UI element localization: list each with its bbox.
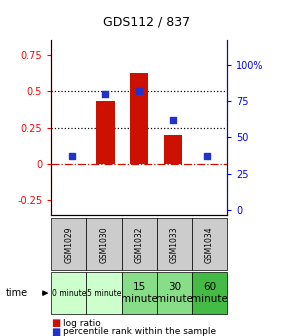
Text: percentile rank within the sample: percentile rank within the sample	[63, 328, 216, 336]
Text: GDS112 / 837: GDS112 / 837	[103, 15, 190, 28]
Text: ■: ■	[51, 327, 61, 336]
Bar	[164, 135, 182, 164]
Text: 15
minute: 15 minute	[121, 282, 158, 304]
Text: 60
minute: 60 minute	[191, 282, 228, 304]
Text: log ratio: log ratio	[63, 319, 101, 328]
Text: GSM1034: GSM1034	[205, 226, 214, 263]
Text: GSM1033: GSM1033	[170, 226, 179, 263]
Text: 0 minute: 0 minute	[52, 289, 86, 298]
Text: 30
minute: 30 minute	[156, 282, 193, 304]
Bar	[96, 101, 115, 164]
Text: 5 minute: 5 minute	[87, 289, 121, 298]
Text: ■: ■	[51, 318, 61, 328]
Point	[103, 91, 108, 96]
Text: GSM1032: GSM1032	[135, 226, 144, 263]
Point	[171, 117, 175, 123]
Text: GSM1030: GSM1030	[100, 226, 108, 263]
Point	[137, 88, 142, 93]
Bar	[130, 73, 149, 164]
Point	[205, 154, 209, 159]
Point	[69, 154, 74, 159]
Text: GSM1029: GSM1029	[64, 226, 73, 263]
Text: time: time	[6, 288, 28, 298]
